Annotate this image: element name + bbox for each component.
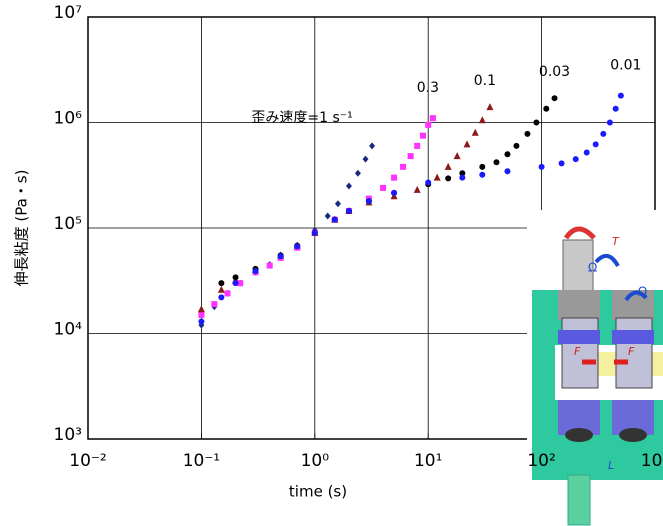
point [197,305,205,313]
point [218,280,225,287]
svg-text:Ω: Ω [588,261,597,275]
point [444,162,452,170]
point [391,189,398,196]
point [600,130,607,137]
point [211,301,218,308]
y-tick-label: 10³ [54,425,82,445]
point [324,212,331,220]
point [334,200,341,208]
point [592,141,599,148]
point [445,175,452,182]
point [453,152,461,160]
point [479,163,486,170]
point [266,262,273,269]
point [407,153,414,160]
point [217,285,225,293]
point [433,173,441,181]
point [493,159,500,166]
point [224,290,231,297]
point [413,185,421,193]
point [429,115,436,122]
point [414,142,421,149]
point [425,121,432,128]
series [198,115,436,318]
point [400,163,407,170]
y-tick-label: 10⁶ [54,109,83,129]
point [471,128,479,136]
point [479,171,486,178]
series-label: 0.1 [474,73,496,89]
point [420,132,427,139]
svg-text:F: F [628,345,635,358]
series-label: 0.01 [610,58,641,74]
point [463,140,471,148]
point [513,142,520,149]
point [345,182,352,190]
series [198,92,624,325]
point [612,105,619,112]
point [459,170,466,177]
point [198,311,205,318]
point [543,105,550,112]
y-tick-label: 10⁴ [54,320,83,340]
x-tick-label: 10⁻² [69,451,106,471]
point [232,274,239,281]
point [218,294,225,301]
point [294,243,301,250]
inset-apparatus: Ω Ω T F F L [527,210,663,526]
series-label: 歪み速度=1 s⁻¹ [251,110,352,126]
y-axis-label: 伸長粘度 (Pa・s) [13,170,31,287]
point [391,174,398,181]
point [606,119,613,126]
series-label: 0.03 [539,64,570,80]
point [345,207,352,214]
svg-text:T: T [612,235,620,248]
point [354,169,361,177]
point [232,280,239,287]
y-tick-label: 10⁵ [54,214,82,234]
series-label: 0.3 [417,80,439,96]
point [331,216,338,223]
point [425,179,432,186]
point [277,253,284,260]
point [362,155,369,163]
plot-area: 歪み速度=1 s⁻¹ 0.3 0.1 0.03 0.01 [87,16,656,440]
y-tick-label: 10⁷ [54,3,83,23]
point [198,318,205,325]
point [524,130,531,137]
point [380,184,387,191]
x-tick-label: 10² [527,451,555,471]
point [459,174,466,181]
x-axis-label: time (s) [289,483,347,501]
point [572,156,579,163]
point [504,168,511,175]
point [486,103,494,111]
x-tick-label: 10⁰ [301,451,330,471]
point [311,229,318,236]
x-tick-label: 10¹ [414,451,442,471]
svg-text:F: F [574,345,581,358]
point [617,92,624,99]
point [504,151,511,158]
point [252,268,259,275]
point [365,198,372,205]
point [558,160,565,167]
svg-text:Ω: Ω [638,285,647,299]
series [198,142,376,329]
point [533,119,540,126]
point [369,142,376,150]
x-tick-label: 10³ [641,451,663,471]
point [478,116,486,124]
point [538,163,545,170]
svg-text:L: L [608,459,614,472]
point [237,280,244,287]
point [583,149,590,156]
point [551,95,558,102]
x-tick-label: 10⁻¹ [183,451,220,471]
